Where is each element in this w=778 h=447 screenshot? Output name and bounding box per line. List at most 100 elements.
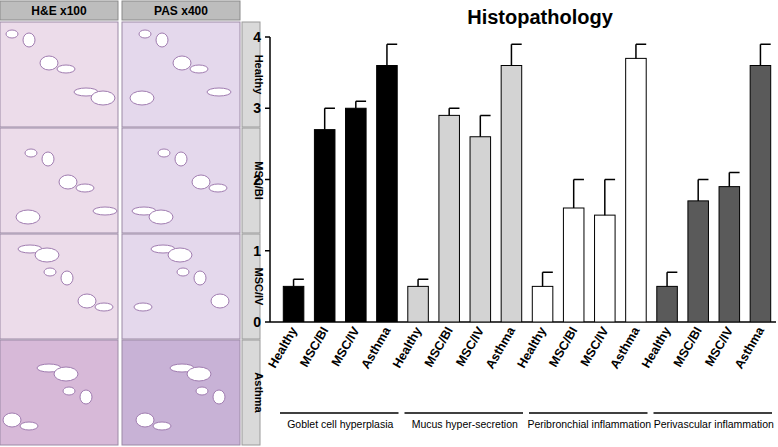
tissue-texture <box>213 390 225 404</box>
bar <box>346 108 367 322</box>
y-tick-label: 0 <box>253 314 261 330</box>
tissue-texture <box>190 65 208 73</box>
tissue-texture <box>209 184 227 192</box>
tissue-texture <box>153 422 171 430</box>
tissue-texture <box>40 56 58 70</box>
tissue-texture <box>23 33 35 47</box>
tissue-texture <box>158 149 170 157</box>
error-bar <box>760 44 770 65</box>
bar <box>377 66 398 323</box>
row-label: MSC/IV <box>253 268 265 307</box>
tissue-texture <box>35 248 59 262</box>
tissue-texture <box>130 91 154 105</box>
x-tick-label: Healthy <box>265 324 300 370</box>
tissue-texture <box>59 175 77 189</box>
tissue-texture <box>91 91 115 105</box>
error-bar <box>480 115 490 136</box>
tissue-texture <box>187 367 211 381</box>
tissue-texture <box>42 152 54 166</box>
micrograph <box>0 128 118 233</box>
error-bar <box>636 44 646 58</box>
y-tick <box>265 321 270 323</box>
bar <box>563 208 584 322</box>
tissue-texture <box>6 30 18 38</box>
tissue-texture <box>76 184 94 192</box>
error-bar <box>605 180 615 216</box>
x-tick-label: MSC/IV <box>578 324 612 369</box>
micrograph <box>0 340 118 445</box>
x-tick-label: Asthma <box>607 324 643 372</box>
micrograph-panel: H&E x100PAS x400HealthyMSC/BIMSC/IVAsthm… <box>0 1 265 445</box>
x-tick-label: MSC/BI <box>671 325 705 370</box>
x-tick-label: Asthma <box>483 324 519 372</box>
tissue-texture <box>196 387 208 395</box>
micrograph <box>122 234 240 339</box>
tissue-texture <box>16 210 40 224</box>
bar <box>750 66 771 323</box>
y-tick <box>265 108 270 110</box>
tissue-texture <box>63 387 75 395</box>
error-bar <box>418 279 428 286</box>
tissue-texture <box>78 294 96 308</box>
group-underline <box>405 412 524 414</box>
error-bar <box>574 180 584 209</box>
tissue-texture <box>44 268 56 276</box>
y-tick-label: 3 <box>253 100 261 116</box>
column-header-box <box>0 1 118 20</box>
tissue-texture <box>177 268 189 276</box>
group-label: Goblet cell hyperplasia <box>287 418 393 430</box>
column-header: PAS x400 <box>154 4 208 18</box>
tissue-texture <box>192 175 210 189</box>
bars <box>283 44 770 322</box>
tissue-texture <box>134 303 152 311</box>
tissue-texture <box>20 422 38 430</box>
tissue-texture <box>139 30 151 38</box>
figure: H&E x100PAS x400HealthyMSC/BIMSC/IVAsthm… <box>0 0 778 447</box>
group-underline <box>280 412 399 414</box>
x-tick-label: MSC/IV <box>702 324 736 369</box>
bar <box>688 201 709 322</box>
tissue-texture <box>61 271 73 285</box>
error-bar <box>449 108 459 115</box>
tissue-texture <box>156 33 168 47</box>
y-tick <box>265 250 270 252</box>
tissue-texture <box>211 294 229 308</box>
x-tick-label: Healthy <box>514 324 549 370</box>
error-bar <box>667 272 677 286</box>
bar <box>595 215 616 322</box>
error-bar <box>294 279 304 286</box>
x-tick-label: MSC/BI <box>422 325 456 370</box>
chart-title: Histopathology <box>467 6 613 28</box>
x-labels: HealthyMSC/BIMSC/IVAsthmaGoblet cell hyp… <box>265 324 774 430</box>
group-label: Perivascular inflammation <box>654 418 774 430</box>
x-tick-label: Healthy <box>639 324 674 370</box>
group-label: Mucus hyper-secretion <box>412 418 518 430</box>
tissue-texture <box>207 88 231 96</box>
tissue-texture <box>93 207 117 215</box>
x-tick-label: Healthy <box>390 324 425 370</box>
y-axis: 01234 <box>253 29 776 330</box>
micrograph <box>122 128 240 233</box>
tissue-texture <box>149 210 173 224</box>
x-tick-label: Asthma <box>732 324 768 372</box>
y-tick-label: 1 <box>253 243 261 259</box>
row-label: Asthma <box>253 372 265 413</box>
x-tick-label: MSC/IV <box>453 324 487 369</box>
micrograph <box>122 340 240 445</box>
error-bar <box>325 108 335 129</box>
tissue-texture <box>194 271 206 285</box>
x-tick-label: Asthma <box>358 324 394 372</box>
column-header: H&E x100 <box>31 4 87 18</box>
error-bar <box>511 44 521 65</box>
error-bar <box>729 172 739 186</box>
error-bar <box>698 180 708 201</box>
y-tick-label: 2 <box>253 172 261 188</box>
group-label: Peribronchial inflammation <box>527 418 651 430</box>
y-tick <box>265 179 270 181</box>
bar <box>439 115 460 322</box>
tissue-texture <box>168 248 192 262</box>
bar <box>657 286 678 322</box>
tissue-texture <box>173 56 191 70</box>
x-tick-label: MSC/BI <box>546 325 580 370</box>
tissue-texture <box>25 149 37 157</box>
